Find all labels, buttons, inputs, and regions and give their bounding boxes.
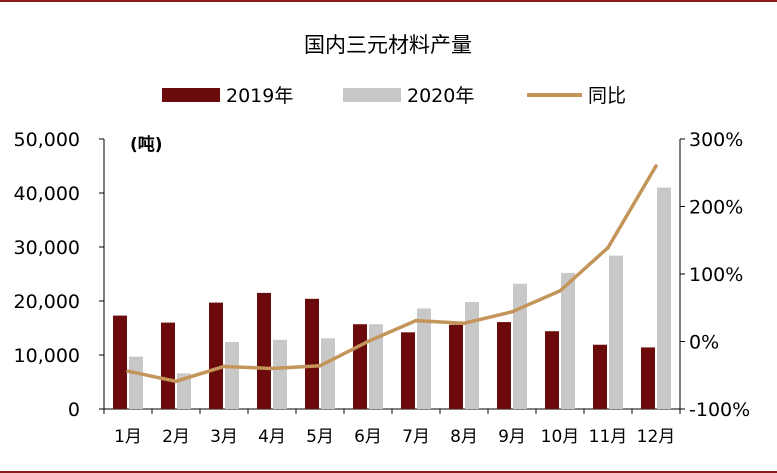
bar-2020: [129, 356, 143, 409]
y-left-tick-label: 30,000: [14, 237, 80, 259]
x-tick-label: 2月: [162, 427, 190, 447]
bar-2020: [657, 187, 671, 409]
x-tick-label: 3月: [210, 427, 238, 447]
bar-2019: [209, 302, 223, 409]
bar-2019: [161, 322, 175, 409]
x-tick-label: 5月: [306, 427, 334, 447]
x-tick-label: 1月: [114, 427, 142, 447]
yoy-point: [318, 364, 322, 368]
yoy-line: [127, 165, 658, 384]
legend-swatch-2019: [162, 88, 220, 102]
yoy-point: [222, 364, 226, 369]
x-tick-label: 10月: [541, 427, 580, 447]
y-right-tick-label: 200%: [689, 197, 743, 219]
y-right-tick-label: -100%: [689, 399, 750, 421]
x-tick-label: 4月: [258, 427, 286, 447]
bar-2020: [561, 272, 575, 409]
legend-label-2020: 2020年: [407, 85, 474, 107]
x-tick-label: 7月: [402, 427, 430, 447]
bar-2020: [609, 255, 623, 409]
y-left-tick-label: 0: [68, 399, 80, 421]
y-right-tick-label: 0%: [689, 332, 719, 354]
yoy-point: [462, 321, 466, 326]
yoy-point: [558, 289, 562, 293]
chart-title: 国内三元材料产量: [304, 33, 472, 57]
bar-2020: [417, 308, 431, 409]
yoy-point: [366, 339, 370, 344]
yoy-point: [654, 164, 658, 168]
y-left-tick-label: 20,000: [14, 291, 80, 313]
x-tick-label: 12月: [637, 427, 676, 447]
yoy-point: [126, 369, 130, 374]
bar-2019: [449, 324, 463, 409]
bottom-border: [0, 471, 777, 473]
bar-2019: [305, 298, 319, 409]
legend-label-2019: 2019年: [226, 85, 293, 107]
yoy-point: [414, 318, 418, 323]
legend-label-yoy: 同比: [588, 85, 626, 107]
bar-2019: [353, 324, 367, 409]
bar-2019: [593, 344, 607, 409]
unit-label: (吨): [130, 134, 163, 155]
bar-2020: [321, 338, 335, 409]
bar-2019: [113, 315, 127, 409]
bar-2020: [513, 283, 527, 409]
bar-2020: [369, 324, 383, 409]
y-right-tick-label: 100%: [689, 264, 743, 286]
bar-2019: [401, 332, 415, 409]
yoy-point: [270, 366, 274, 371]
yoy-point: [510, 310, 514, 314]
bar-2020: [177, 373, 191, 409]
y-left-tick-label: 10,000: [14, 345, 80, 367]
legend-swatch-2020: [343, 88, 401, 102]
x-tick-label: 8月: [450, 427, 478, 447]
bar-2020: [273, 339, 287, 409]
x-tick-label: 11月: [589, 427, 628, 447]
x-tick-label: 9月: [498, 427, 526, 447]
y-left-tick-label: 40,000: [14, 183, 80, 205]
bar-2020: [465, 302, 479, 409]
y-right-tick-label: 300%: [689, 129, 743, 151]
yoy-point: [606, 245, 610, 250]
y-left-tick-label: 50,000: [14, 129, 80, 151]
bar-2020: [225, 342, 239, 409]
top-border: [0, 0, 777, 2]
bar-2019: [641, 347, 655, 409]
bar-2019: [545, 331, 559, 409]
bar-2019: [257, 292, 271, 409]
bar-2019: [497, 322, 511, 409]
x-tick-label: 6月: [354, 427, 382, 447]
yoy-point: [174, 379, 178, 384]
